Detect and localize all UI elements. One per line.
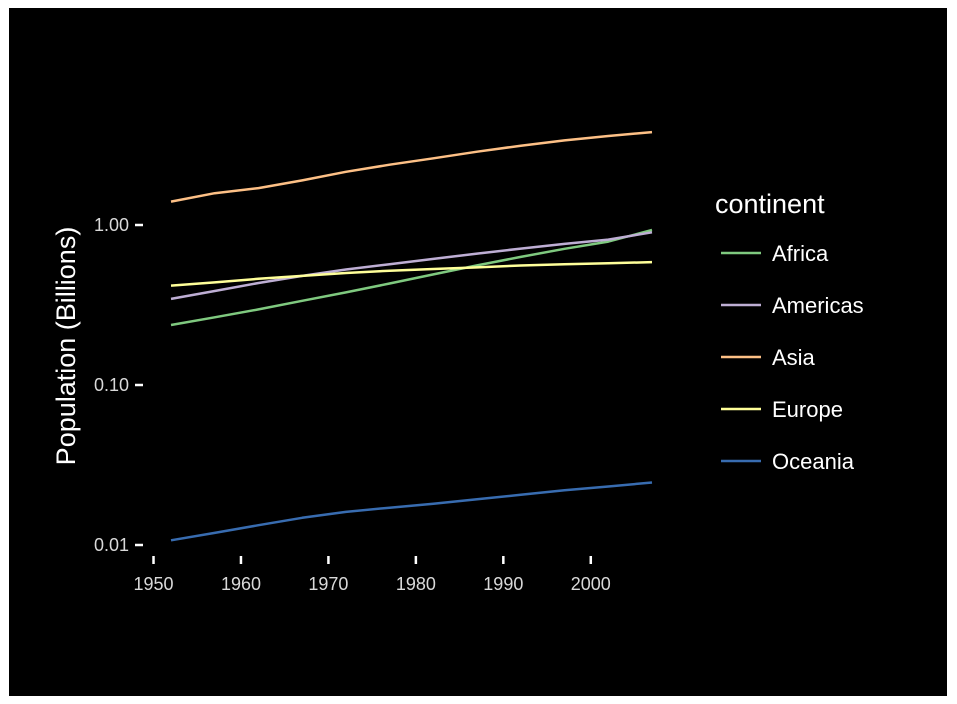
x-tick-label: 1970 [308,574,348,594]
legend: continent Africa Americas Asia Europe Oceani… [715,189,864,474]
legend-label-asia: Asia [772,345,816,370]
legend-label-africa: Africa [772,241,829,266]
legend-title: continent [715,189,825,219]
legend-items: Africa Americas Asia Europe Oceania [721,241,864,474]
series-line-americas [170,231,653,301]
chart-panel: 0.01 0.10 1.00 1950 1960 1970 1980 1990 2000 Po… [9,8,947,696]
x-tick-label: 1950 [133,574,173,594]
x-tick-label: 2000 [571,574,611,594]
series-lines [170,130,653,542]
population-line-chart: 0.01 0.10 1.00 1950 1960 1970 1980 1990 2000 Po… [51,130,864,594]
series-line-oceania [170,481,653,542]
x-axis: 1950 1960 1970 1980 1990 2000 [133,556,611,594]
x-tick-label: 1960 [221,574,261,594]
series-line-asia [170,130,653,203]
y-tick-label: 0.10 [94,375,129,395]
series-line-africa [170,228,653,327]
y-axis: 0.01 0.10 1.00 [94,215,143,555]
legend-label-americas: Americas [772,293,864,318]
y-tick-label: 0.01 [94,535,129,555]
y-axis-title: Population (Billions) [51,227,81,466]
legend-label-oceania: Oceania [772,449,855,474]
series-line-europe [170,260,653,287]
y-tick-label: 1.00 [94,215,129,235]
legend-label-europe: Europe [772,397,843,422]
x-tick-label: 1990 [483,574,523,594]
x-tick-label: 1980 [396,574,436,594]
